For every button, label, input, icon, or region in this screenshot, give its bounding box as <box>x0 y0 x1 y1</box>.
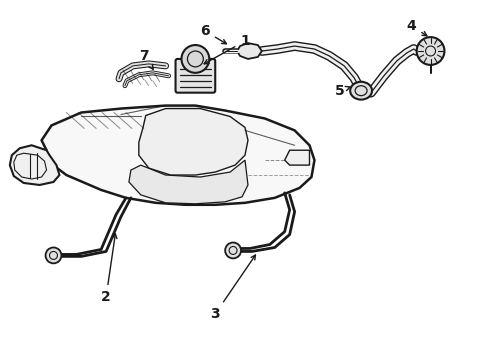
Text: 5: 5 <box>334 84 350 98</box>
FancyBboxPatch shape <box>175 59 215 93</box>
Text: 3: 3 <box>210 255 255 321</box>
Polygon shape <box>285 150 310 165</box>
Polygon shape <box>237 43 262 59</box>
Circle shape <box>46 247 61 264</box>
Circle shape <box>416 37 444 65</box>
Text: 4: 4 <box>407 19 427 36</box>
Ellipse shape <box>350 82 372 100</box>
Text: 6: 6 <box>200 24 226 44</box>
Text: 2: 2 <box>101 234 117 304</box>
Text: 7: 7 <box>139 49 153 69</box>
Polygon shape <box>42 105 315 205</box>
Circle shape <box>225 243 241 258</box>
Text: 1: 1 <box>204 34 250 64</box>
Circle shape <box>181 45 209 73</box>
Polygon shape <box>10 145 59 185</box>
Polygon shape <box>129 160 248 204</box>
Polygon shape <box>139 109 248 175</box>
